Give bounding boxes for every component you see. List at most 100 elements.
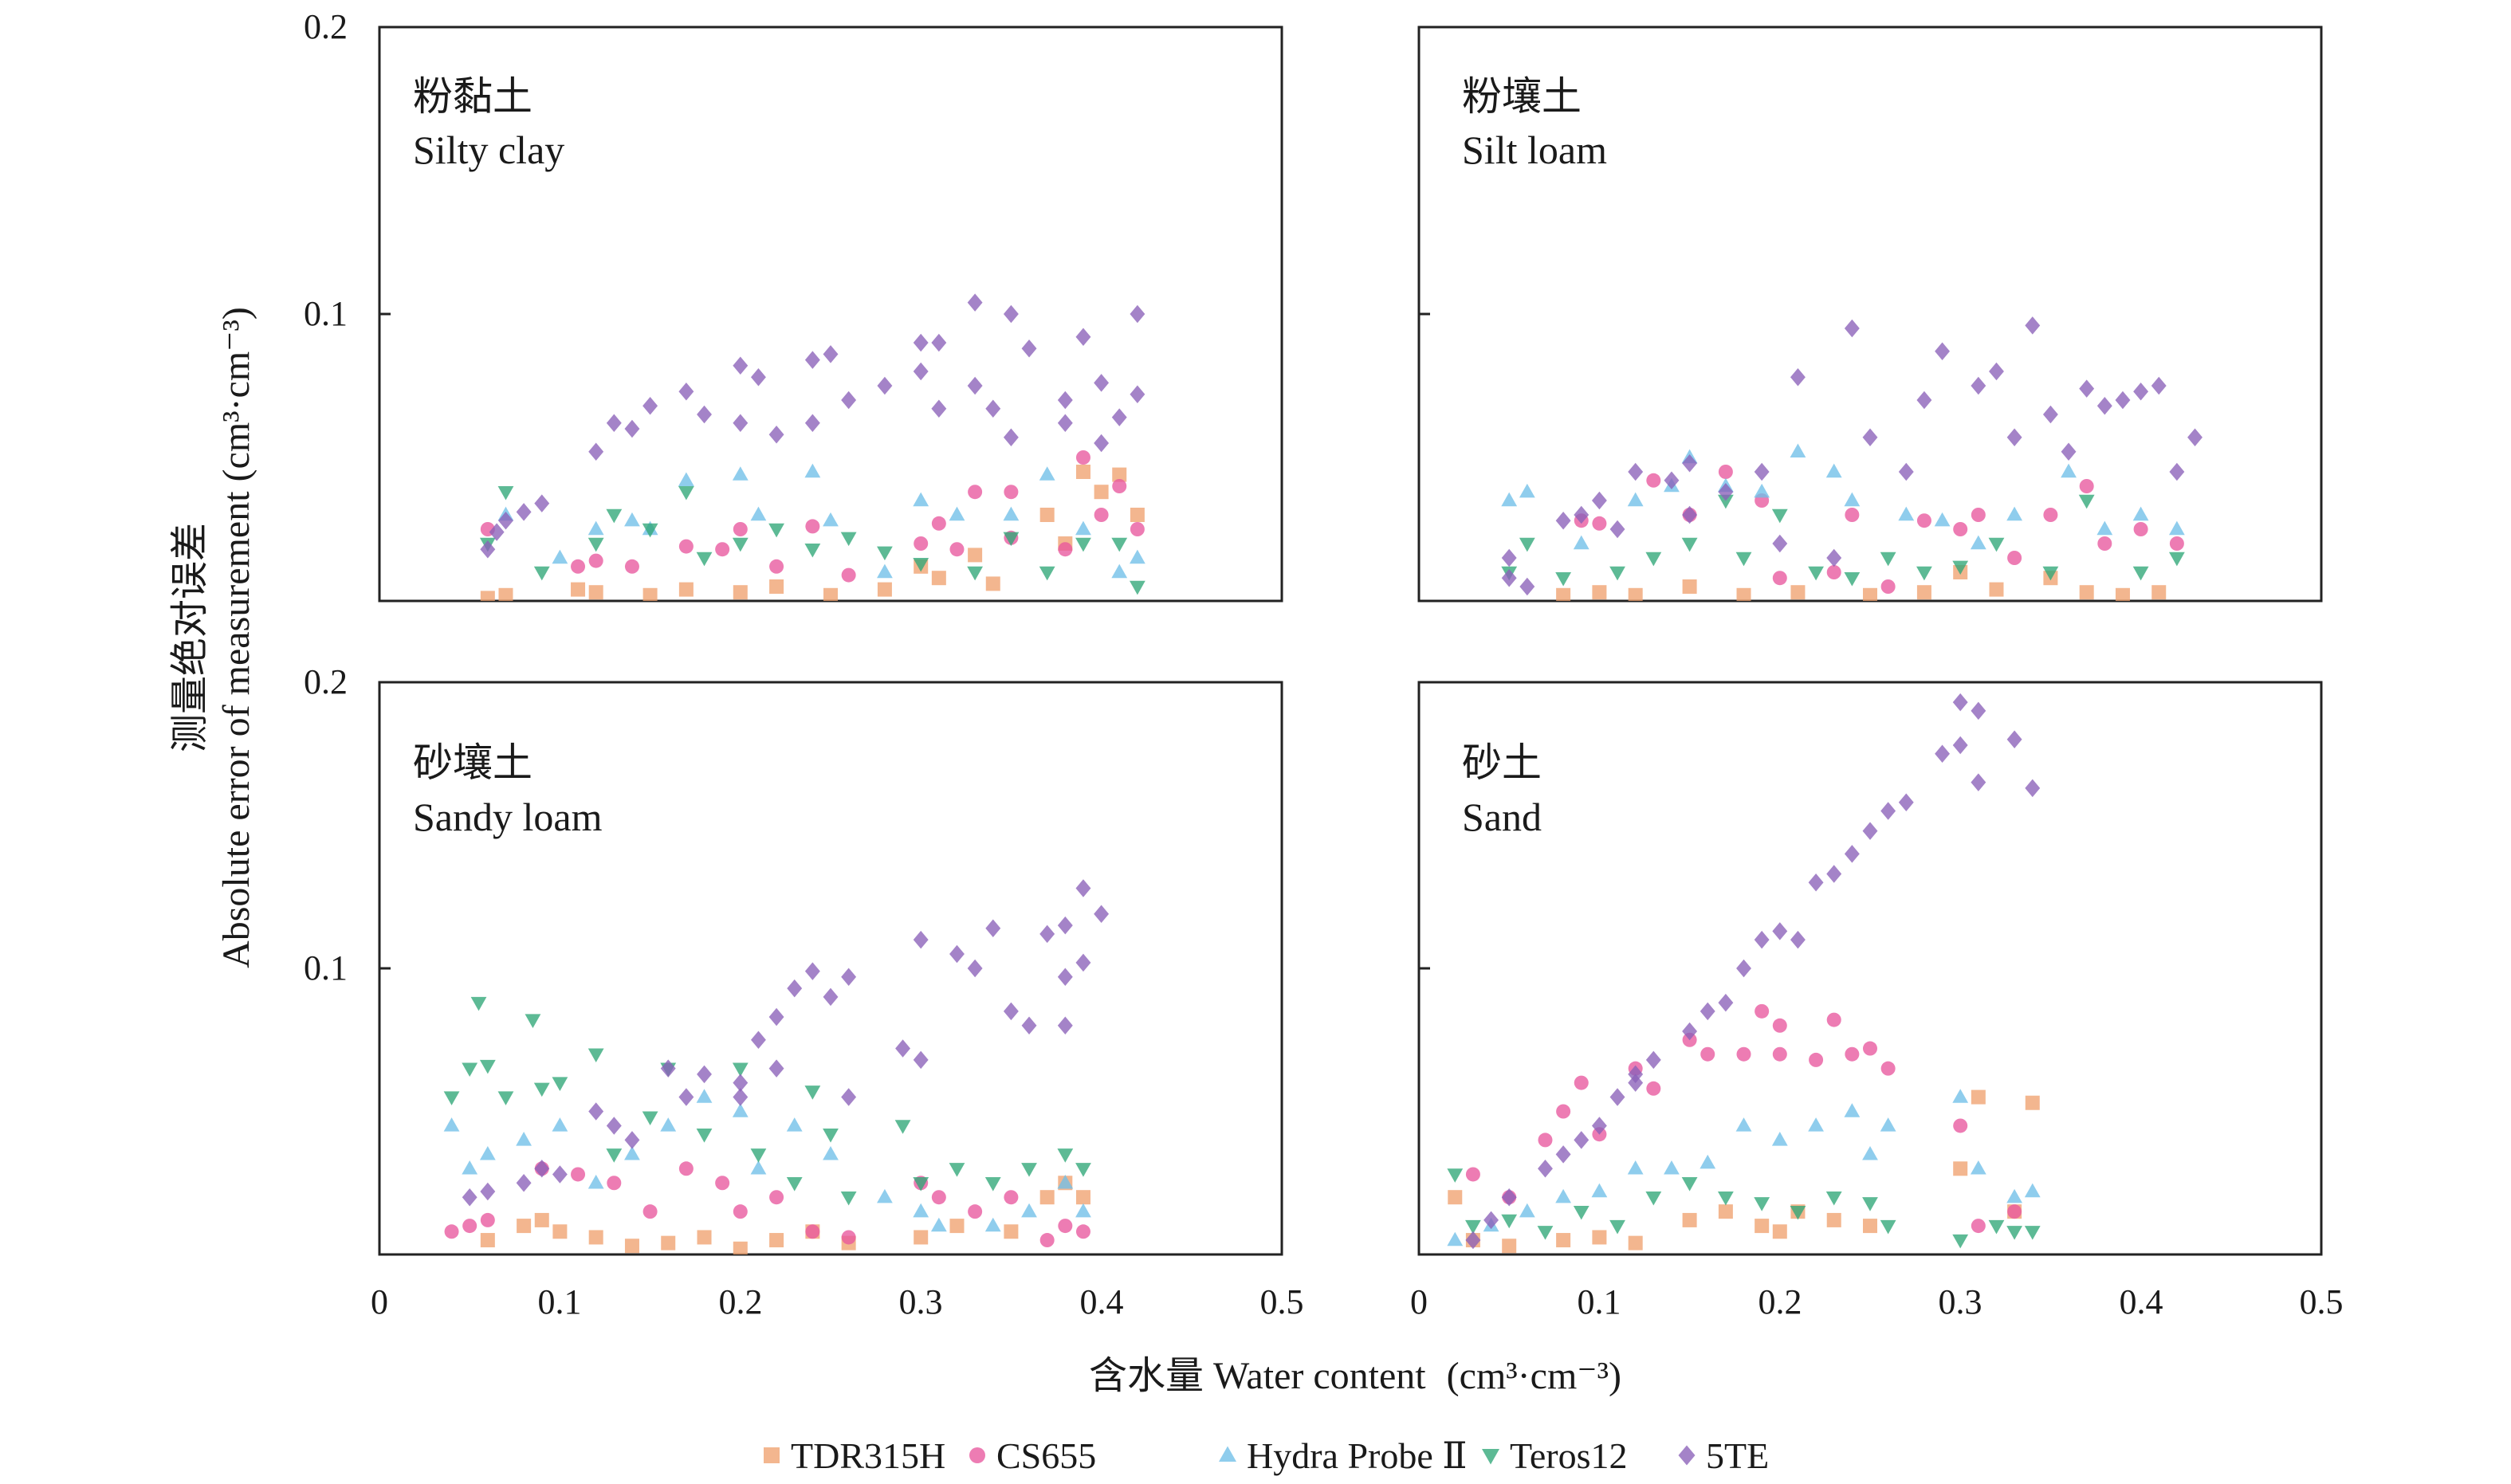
point-5te <box>697 1065 712 1084</box>
point-hydra-probe <box>1934 512 1951 527</box>
point-5te <box>1591 1117 1607 1135</box>
point-hydra-probe <box>1627 1160 1644 1175</box>
point-hydra-probe <box>479 1146 496 1160</box>
point-5te <box>1075 953 1091 972</box>
point-tdr315h <box>480 591 495 601</box>
point-5te <box>750 367 766 387</box>
point-5te <box>642 396 658 415</box>
point-cs655 <box>607 1176 622 1191</box>
point-teros12 <box>967 566 984 581</box>
point-tdr315h <box>733 1241 748 1254</box>
point-cs655 <box>1772 1018 1787 1033</box>
point-hydra-probe <box>696 1089 713 1103</box>
point-hydra-probe <box>750 1160 767 1175</box>
point-cs655 <box>1953 1118 1968 1133</box>
legend-marker-tdr315h <box>764 1447 780 1463</box>
point-tdr315h <box>985 576 1000 591</box>
point-teros12 <box>479 1059 496 1074</box>
point-tdr315h <box>1863 1219 1877 1234</box>
point-5te <box>1628 1065 1644 1084</box>
point-tdr315h <box>1039 1190 1055 1205</box>
point-tdr315h <box>1130 508 1145 522</box>
point-cs655 <box>1953 522 1968 536</box>
point-tdr315h <box>2115 587 2130 601</box>
point-5te <box>931 333 947 352</box>
point-teros12 <box>1880 552 1896 567</box>
point-5te <box>750 1031 766 1049</box>
point-5te <box>768 425 784 444</box>
point-hydra-probe <box>823 1146 839 1160</box>
point-cs655 <box>1592 516 1607 531</box>
point-tdr315h <box>769 579 784 594</box>
point-cs655 <box>968 485 983 500</box>
point-hydra-probe <box>1952 1089 1969 1103</box>
point-tdr315h <box>571 582 586 597</box>
point-hydra-probe <box>913 492 929 507</box>
point-5te <box>1935 342 1951 361</box>
x-tick-label: 0 <box>371 1282 388 1321</box>
panel-title-cn: 砂土 <box>1462 740 1542 785</box>
point-tdr315h <box>1916 585 1931 600</box>
point-hydra-probe <box>624 512 640 527</box>
point-hydra-probe <box>660 1117 677 1132</box>
point-teros12 <box>894 1120 911 1134</box>
points-layer <box>479 293 1145 601</box>
point-hydra-probe <box>2096 520 2113 536</box>
point-teros12 <box>1681 1177 1698 1192</box>
point-cs655 <box>1772 1046 1787 1062</box>
point-5te <box>1772 534 1788 553</box>
point-teros12 <box>1862 1197 1878 1211</box>
point-5te <box>697 405 712 424</box>
point-5te <box>498 511 513 530</box>
point-hydra-probe <box>913 1203 929 1218</box>
point-tdr315h <box>1826 1212 1841 1227</box>
point-teros12 <box>1519 537 1535 552</box>
point-cs655 <box>1971 508 1986 522</box>
point-5te <box>1591 491 1607 510</box>
point-5te <box>678 382 694 401</box>
point-teros12 <box>1039 566 1055 581</box>
point-cs655 <box>1826 565 1841 579</box>
point-tdr315h <box>2151 585 2167 600</box>
points-layer <box>443 879 1110 1254</box>
point-cs655 <box>1646 1081 1661 1096</box>
panel-title-cn: 砂壤土 <box>413 740 532 785</box>
point-5te <box>1003 1002 1019 1021</box>
point-tdr315h <box>1592 585 1607 600</box>
point-5te <box>913 362 929 381</box>
point-teros12 <box>1537 1226 1554 1240</box>
legend-marker-cs655 <box>969 1447 985 1463</box>
point-5te <box>2042 405 2058 424</box>
point-teros12 <box>1609 566 1625 581</box>
point-cs655 <box>2007 1204 2022 1219</box>
point-teros12 <box>1808 566 1824 581</box>
point-tdr315h <box>642 587 658 601</box>
point-5te <box>1664 471 1680 490</box>
y-tick-label: 0.2 <box>304 662 348 701</box>
point-5te <box>1075 328 1091 347</box>
point-tdr315h <box>1772 1224 1787 1239</box>
point-5te <box>1039 925 1055 944</box>
point-5te <box>1898 462 1914 481</box>
point-5te <box>588 442 604 461</box>
point-tdr315h <box>1075 465 1090 479</box>
point-cs655 <box>1538 1133 1553 1148</box>
point-teros12 <box>2042 566 2059 581</box>
x-tick-label: 0.2 <box>1758 1282 1802 1321</box>
point-5te <box>804 414 820 433</box>
point-5te <box>1501 548 1517 567</box>
point-5te <box>787 979 803 998</box>
point-tdr315h <box>552 1224 568 1239</box>
point-5te <box>2025 316 2041 335</box>
point-hydra-probe <box>1862 1146 1878 1160</box>
point-5te <box>1754 930 1770 949</box>
point-tdr315h <box>2079 585 2094 600</box>
point-5te <box>1609 1088 1625 1106</box>
point-hydra-probe <box>1844 1103 1861 1117</box>
point-5te <box>895 1039 911 1058</box>
point-teros12 <box>1790 1205 1806 1220</box>
point-5te <box>877 376 893 395</box>
point-teros12 <box>533 1082 550 1097</box>
point-cs655 <box>1574 1075 1589 1090</box>
